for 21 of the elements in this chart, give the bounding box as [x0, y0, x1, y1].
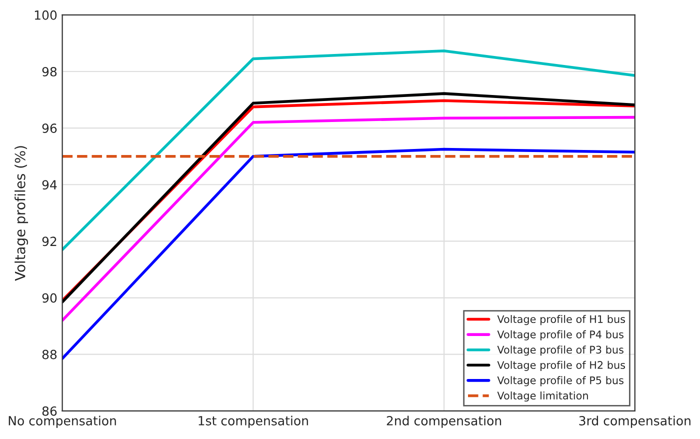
x-tick-label: No compensation — [8, 416, 116, 428]
legend-label: Voltage profile of P5 bus — [497, 376, 624, 386]
legend-label: Voltage profile of H1 bus — [497, 315, 626, 326]
y-tick-label: 90 — [42, 293, 57, 303]
legend-label: Voltage profile of P4 bus — [497, 330, 624, 340]
y-axis-title: Voltage profiles (%) — [14, 146, 28, 281]
y-tick-label: 98 — [42, 66, 57, 76]
y-tick-label: 86 — [42, 406, 57, 416]
legend-label: Voltage profile of P3 bus — [497, 346, 624, 356]
x-tick-label: 1st compensation — [198, 416, 308, 428]
y-tick-label: 88 — [42, 350, 57, 360]
y-tick-label: 100 — [34, 10, 57, 20]
line-series — [62, 49, 635, 252]
line-series — [62, 148, 635, 360]
x-tick-label: 3rd compensation — [579, 416, 690, 428]
y-tick-label: 94 — [42, 180, 57, 190]
legend-label: Voltage limitation — [497, 391, 588, 402]
y-tick-label: 92 — [42, 236, 56, 246]
y-tick-label: 96 — [42, 124, 57, 133]
x-tick-label: 2nd compensation — [386, 416, 502, 428]
legend-label: Voltage profile of H2 bus — [497, 360, 626, 371]
